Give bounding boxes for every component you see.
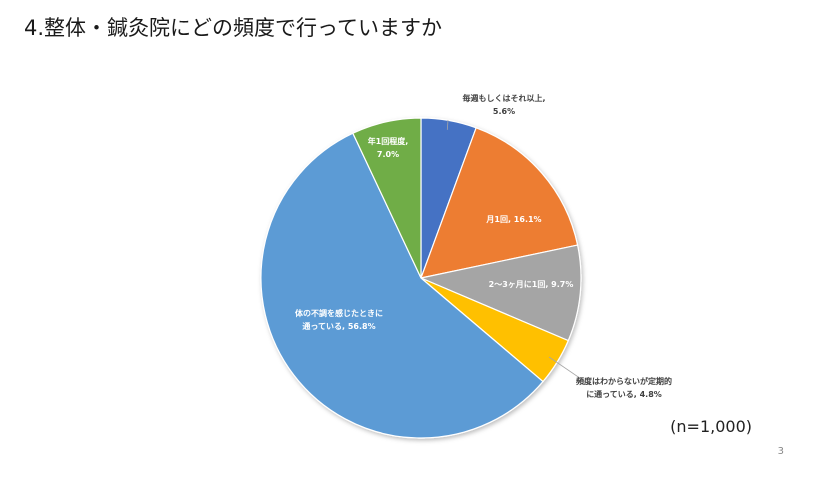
slice-data-label-4: 頻度はわからないが定期的に通っている, 4.8% — [576, 376, 672, 399]
slice-label-line: 頻度はわからないが定期的 — [576, 376, 672, 386]
slice-data-label-1: 毎週もしくはそれ以上, 5.6% — [462, 93, 545, 116]
pie-slice-3 — [419, 244, 582, 342]
slice-data-label-6: 年1回程度, 7.0% — [368, 136, 409, 159]
leader-line-4 — [548, 356, 591, 386]
slice-label-line: に通っている, 4.8% — [586, 389, 662, 399]
slice-label-line: 7.0% — [377, 150, 399, 159]
slice-data-label-3: 2〜3ヶ月に1回, 9.7% — [489, 280, 574, 289]
slice-label-line: 2〜3ヶ月に1回, 9.7% — [489, 280, 574, 289]
slice-label-line: 通っている, 56.8% — [302, 321, 375, 331]
slice-label-line: 5.6% — [493, 107, 515, 116]
page-number: 3 — [777, 446, 784, 457]
slice-label-line: 年1回程度, — [368, 136, 409, 146]
slice-data-label-2: 月1回, 16.1% — [485, 215, 541, 224]
slice-label-line: 月1回, 16.1% — [485, 215, 541, 224]
slice-label-line: 毎週もしくはそれ以上, — [462, 93, 545, 103]
slice-label-line: 体の不調を感じたときに — [295, 308, 383, 318]
sample-size-note: (n=1,000) — [670, 417, 752, 436]
leader-line-1 — [446, 119, 449, 130]
pie-slice-5 — [260, 132, 544, 439]
pie-slice-2 — [420, 127, 579, 279]
slice-data-label-5: 体の不調を感じたときに通っている, 56.8% — [295, 308, 383, 331]
pie-slice-6 — [352, 117, 422, 279]
page-title: 4.整体・鍼灸院にどの頻度で行っていますか — [24, 16, 442, 40]
